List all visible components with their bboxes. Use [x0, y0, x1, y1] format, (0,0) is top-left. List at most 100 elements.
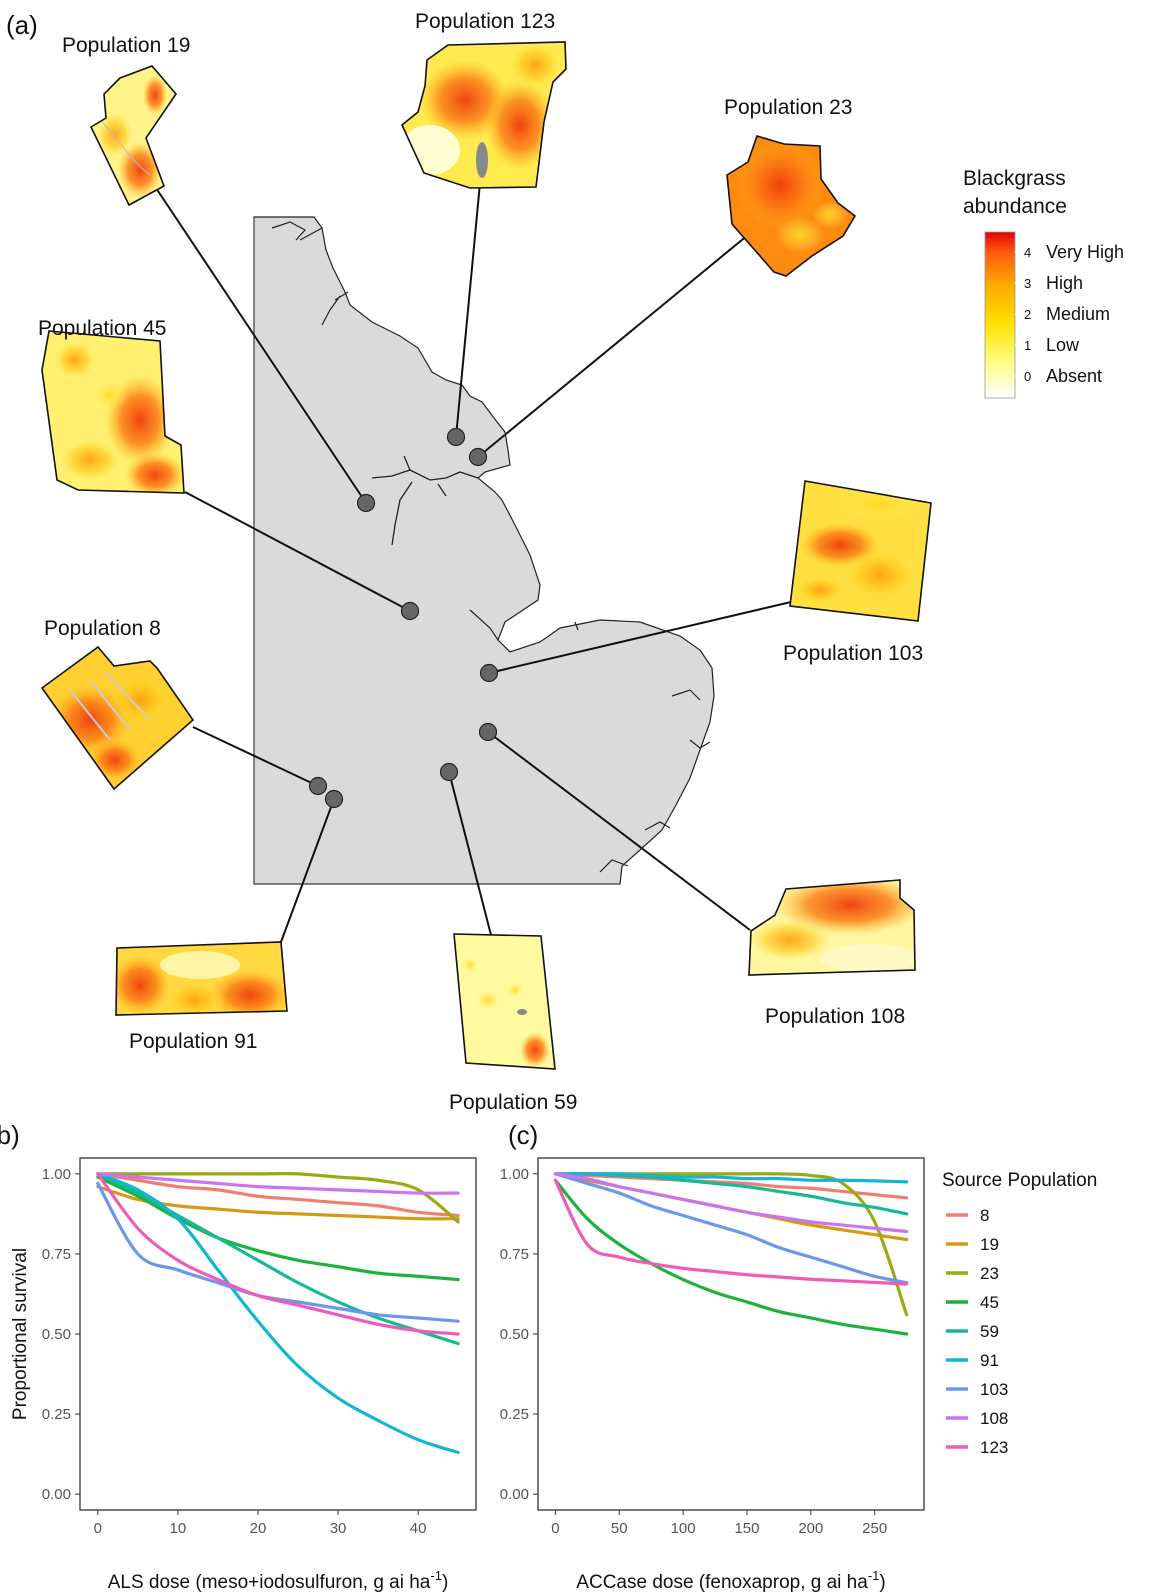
abundance-legend: Blackgrass abundance 4 Very High 3 High 2 Med… [963, 167, 1124, 399]
x-tick-label: 30 [330, 1520, 347, 1537]
the-wash [469, 609, 579, 641]
series-line-123 [96, 1172, 460, 1336]
series-legend-label-23: 23 [980, 1264, 999, 1283]
site-point-45 [400, 601, 420, 621]
plot-frame [79, 1157, 477, 1511]
x-tick-label: 100 [671, 1520, 696, 1537]
river-tees [271, 221, 323, 241]
series-line-103 [553, 1172, 909, 1285]
x-tick-label: 20 [250, 1520, 267, 1537]
abundance-level-value: 1 [1024, 338, 1031, 353]
series-line-45 [553, 1178, 909, 1336]
plot-frame [537, 1157, 925, 1511]
series-legend: Source Population 8 19 23 45 59 91 103 108 123 [942, 1170, 1097, 1457]
x-tick-label: 200 [798, 1520, 823, 1537]
site-point-8 [308, 776, 328, 796]
series-line-108 [553, 1172, 909, 1234]
field-map-108 [748, 879, 916, 976]
series-legend-label-19: 19 [980, 1235, 999, 1254]
leader-line-123 [455, 182, 481, 438]
leader-line-8 [192, 726, 319, 787]
leader-lines [153, 182, 792, 943]
abundance-colorbar [984, 231, 1016, 399]
abundance-level-label: Absent [1046, 366, 1102, 386]
field-map-8 [40, 645, 195, 791]
site-point-123 [446, 427, 466, 447]
chart-panel-c: 0.00 0.25 0.50 0.75 1.00 0 50 100 150 200 250 (c) AC… [500, 1120, 925, 1593]
abundance-legend-levels: 4 Very High 3 High 2 Medium 1 Low 0 Absent [1015, 242, 1124, 386]
y-tick-label: 0.25 [42, 1406, 71, 1423]
east-coast-rivers [599, 689, 711, 873]
leader-line-19 [153, 184, 367, 504]
site-point-59 [439, 762, 459, 782]
abundance-level-label: Very High [1046, 242, 1124, 262]
y-tick-label: 0.50 [42, 1326, 71, 1343]
series-line-8 [96, 1172, 460, 1218]
chart-panel-b: 0.00 0.25 0.50 0.75 1.00 0 10 20 30 40 (b) ALS dose… [0, 1120, 477, 1593]
leader-line-59 [448, 771, 492, 936]
series-legend-label-59: 59 [980, 1322, 999, 1341]
series-legend-label-123: 123 [980, 1438, 1008, 1457]
y-tick-label: 0.25 [500, 1406, 529, 1423]
river-esk [321, 291, 349, 326]
series-legend-label-45: 45 [980, 1293, 999, 1312]
series-legend-label-91: 91 [980, 1351, 999, 1370]
abundance-level-label: Medium [1046, 304, 1110, 324]
abundance-legend-title-line2: abundance [963, 195, 1067, 218]
field-map-23 [726, 135, 857, 277]
series-legend-title: Source Population [942, 1170, 1097, 1191]
region-map [253, 216, 715, 885]
x-tick-label: 40 [410, 1520, 427, 1537]
map-frame [253, 217, 620, 885]
series-legend-label-108: 108 [980, 1409, 1008, 1428]
site-point-103 [479, 663, 499, 683]
leader-line-108 [487, 731, 751, 931]
population-labels: Population 19 Population 123 Population … [38, 10, 923, 1114]
population-label-103: Population 103 [783, 642, 923, 665]
field-map-123 [401, 41, 567, 189]
x-tick-label: 0 [551, 1520, 559, 1537]
population-label-59: Population 59 [449, 1091, 577, 1114]
series-line-91 [553, 1172, 909, 1184]
humber-estuary [371, 455, 479, 546]
abundance-level-value: 2 [1024, 307, 1031, 322]
field-map-19 [89, 65, 178, 207]
x-tick-label: 50 [611, 1520, 628, 1537]
x-tick-label: 250 [862, 1520, 887, 1537]
site-point-91 [324, 789, 344, 809]
y-tick-label: 0.75 [42, 1246, 71, 1263]
y-tick-label: 0.50 [500, 1326, 529, 1343]
field-map-91 [115, 941, 288, 1016]
y-axis-label: Proportional survival [10, 1248, 31, 1420]
field-map-103 [789, 480, 932, 622]
series-line-8 [553, 1172, 909, 1200]
series-line-91 [96, 1172, 460, 1455]
panel-label: (c) [508, 1120, 538, 1150]
x-tick-label: 150 [734, 1520, 759, 1537]
series-line-123 [553, 1178, 909, 1286]
x-axis-label: ALS dose (meso+iodosulfuron, g ai ha-1) [108, 1568, 449, 1593]
x-tick-label: 10 [170, 1520, 187, 1537]
site-points [308, 427, 499, 809]
y-tick-label: 1.00 [42, 1166, 71, 1183]
abundance-level-label: Low [1046, 335, 1080, 355]
leader-line-91 [280, 798, 335, 943]
abundance-level-value: 3 [1024, 276, 1031, 291]
site-point-19 [356, 493, 376, 513]
abundance-level-label: High [1046, 273, 1083, 293]
population-label-23: Population 23 [724, 96, 852, 119]
field-map-45 [41, 330, 185, 494]
land-polygon [253, 216, 715, 885]
leader-line-103 [488, 601, 792, 674]
population-label-108: Population 108 [765, 1005, 905, 1028]
site-point-108 [478, 722, 498, 742]
site-point-23 [468, 447, 488, 467]
population-label-45: Population 45 [38, 317, 166, 340]
abundance-level-value: 0 [1024, 369, 1031, 384]
abundance-level-value: 4 [1024, 245, 1031, 260]
population-label-123: Population 123 [415, 10, 555, 33]
series-legend-label-103: 103 [980, 1380, 1008, 1399]
panel-a-label: (a) [6, 10, 38, 40]
y-tick-label: 1.00 [500, 1166, 529, 1183]
series-line-23 [96, 1172, 460, 1224]
